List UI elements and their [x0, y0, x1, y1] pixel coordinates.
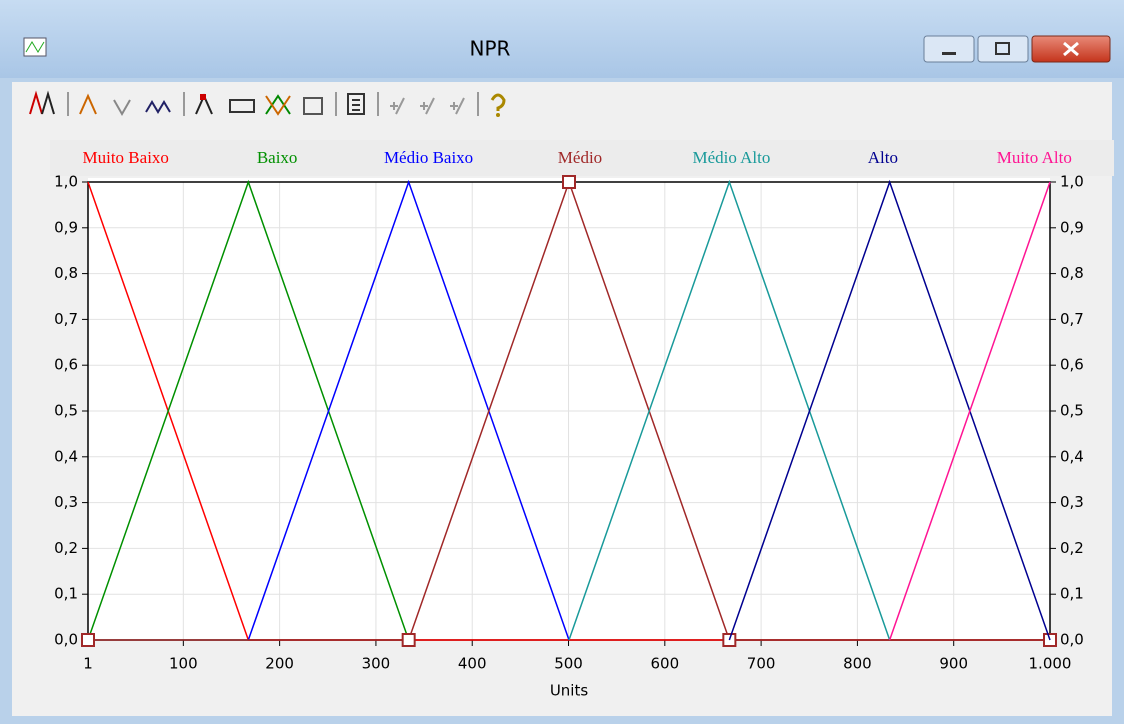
- y-tick-label: 0,3: [54, 493, 78, 511]
- x-tick-label: 100: [169, 655, 198, 673]
- x-tick-label: 1: [83, 655, 93, 673]
- y-tick-label: 0,8: [54, 264, 78, 282]
- point-marker: [82, 634, 94, 646]
- y-tick-label: 0,5: [54, 402, 78, 420]
- minimize-button[interactable]: [924, 36, 974, 62]
- point-marker: [563, 176, 575, 188]
- y2-tick-label: 0,4: [1060, 447, 1084, 465]
- y2-tick-label: 0,8: [1060, 264, 1084, 282]
- y-tick-label: 0,1: [54, 585, 78, 603]
- y-tick-label: 0,9: [54, 218, 78, 236]
- x-tick-label: 400: [458, 655, 487, 673]
- x-tick-label: 1.000: [1029, 655, 1072, 673]
- legend-entry: Médio: [558, 148, 602, 167]
- y-tick-label: 0,2: [54, 539, 78, 557]
- y2-tick-label: 0,3: [1060, 493, 1084, 511]
- x-tick-label: 900: [939, 655, 968, 673]
- y-tick-label: 0,4: [54, 447, 78, 465]
- legend-entry: Médio Baixo: [384, 148, 473, 167]
- window-title: NPR: [470, 37, 511, 61]
- x-tick-label: 500: [554, 655, 583, 673]
- legend-entry: Muito Baixo: [83, 148, 169, 167]
- y2-tick-label: 1,0: [1060, 173, 1084, 191]
- y2-tick-label: 0,9: [1060, 218, 1084, 236]
- legend-entry: Baixo: [257, 148, 298, 167]
- legend-entry: Alto: [868, 148, 898, 167]
- y-tick-label: 0,0: [54, 631, 78, 649]
- y-tick-label: 0,7: [54, 310, 78, 328]
- point-marker: [403, 634, 415, 646]
- x-tick-label: 800: [843, 655, 872, 673]
- y-tick-label: 1,0: [54, 173, 78, 191]
- x-tick-label: 300: [362, 655, 391, 673]
- x-tick-label: 200: [265, 655, 294, 673]
- y2-tick-label: 0,5: [1060, 402, 1084, 420]
- y2-tick-label: 0,1: [1060, 585, 1084, 603]
- y2-tick-label: 0,2: [1060, 539, 1084, 557]
- app-icon: [24, 38, 46, 56]
- legend-entry: Muito Alto: [997, 148, 1072, 167]
- maximize-button[interactable]: [978, 36, 1028, 62]
- x-tick-label: 700: [747, 655, 776, 673]
- close-button[interactable]: [1032, 36, 1110, 62]
- x-tick-label: 600: [650, 655, 679, 673]
- legend-entry: Médio Alto: [692, 148, 770, 167]
- y2-tick-label: 0,0: [1060, 631, 1084, 649]
- x-axis-label: Units: [550, 682, 589, 700]
- app-window: NPR Units 0,0 0,0 0,1 0,1 0,2 0,2 0,3 0,3 0,4 0,4…: [0, 0, 1124, 724]
- y-tick-label: 0,6: [54, 356, 78, 374]
- y2-tick-label: 0,7: [1060, 310, 1084, 328]
- y2-tick-label: 0,6: [1060, 356, 1084, 374]
